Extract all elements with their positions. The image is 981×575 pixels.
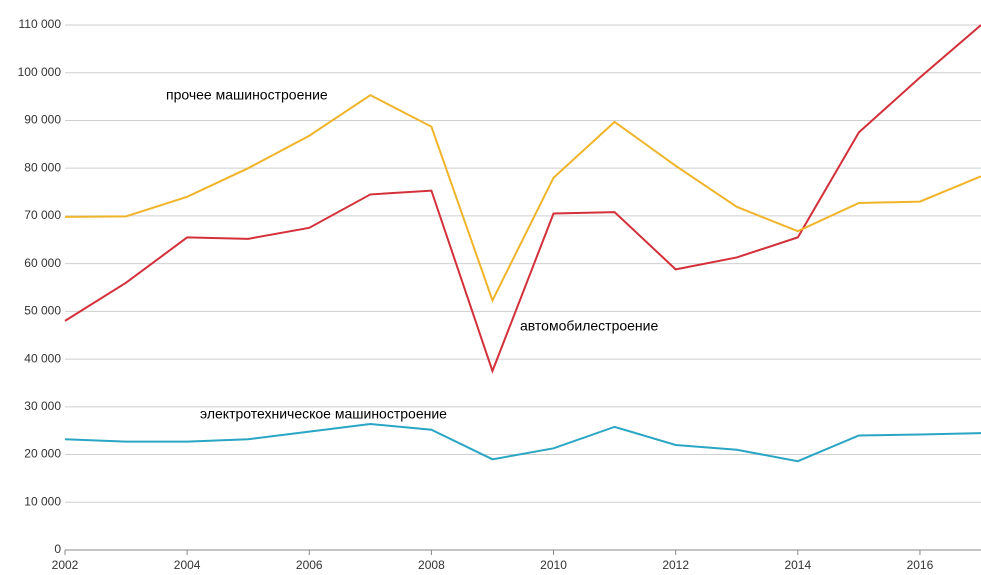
y-tick-label: 70 000 [24,208,61,222]
y-tick-label: 40 000 [24,351,61,365]
y-tick-label: 20 000 [24,447,61,461]
series-line [64,94,981,303]
y-tick-label: 50 000 [24,304,61,318]
x-tick-label: 2014 [784,558,811,572]
y-tick-label: 10 000 [24,494,61,508]
x-tick-label: 2004 [174,558,201,572]
y-tick-label: 100 000 [18,65,62,79]
series-line [64,422,981,463]
x-tick-label: 2002 [52,558,79,572]
y-tick-label: 60 000 [24,256,61,270]
x-tick-label: 2006 [296,558,323,572]
x-tick-label: 2016 [907,558,934,572]
annotation: автомобилестроение [520,318,658,334]
y-tick-label: 80 000 [24,160,61,174]
annotation: прочее машиностроение [166,87,328,103]
x-tick-label: 2012 [662,558,689,572]
y-tick-label: 90 000 [24,113,61,127]
x-tick-label: 2010 [540,558,567,572]
grid: 0 10 000 20 000 30 000 40 000 50 000 60 000 70 … [18,17,981,572]
x-tick-label: 2008 [418,558,445,572]
y-tick-label: 110 000 [19,17,62,31]
y-tick-label: 30 000 [24,399,61,413]
lines [64,24,981,463]
annotation: электротехническое машиностроение [200,406,447,422]
y-tick-label: 0 [54,542,61,556]
series-line [64,24,981,374]
